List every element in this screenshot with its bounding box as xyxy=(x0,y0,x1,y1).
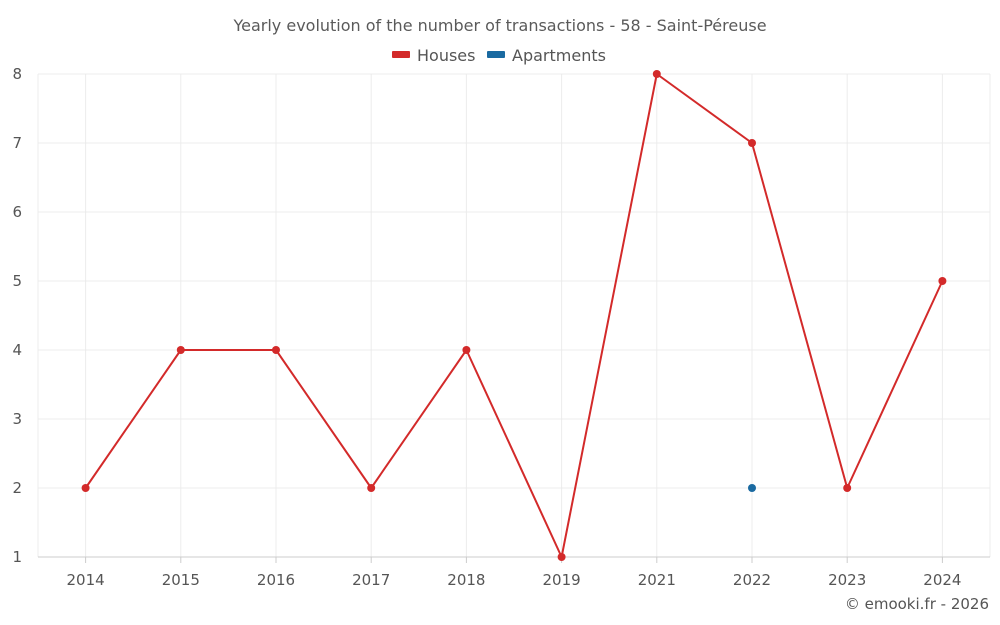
tick-labels: 1 2 3 4 5 6 7 8 2014 2015 2016 2017 2018 2019 2021 2022… xyxy=(12,65,961,589)
x-tick-label: 2019 xyxy=(543,571,581,589)
x-tick-label: 2014 xyxy=(67,571,105,589)
y-tick-label: 6 xyxy=(12,203,22,221)
data-point-houses[interactable] xyxy=(176,346,185,354)
data-point-apartments[interactable] xyxy=(748,484,756,492)
y-tick-label: 7 xyxy=(12,134,22,152)
data-point-houses[interactable] xyxy=(367,484,376,492)
chart-title: Yearly evolution of the number of transa… xyxy=(232,16,766,35)
y-tick-label: 4 xyxy=(12,341,22,359)
data-point-houses[interactable] xyxy=(938,277,947,285)
y-tick-label: 5 xyxy=(12,272,22,290)
legend-swatch-houses xyxy=(392,51,410,58)
data-point-houses[interactable] xyxy=(81,484,90,492)
legend-item-houses[interactable]: Houses xyxy=(392,46,475,65)
x-tick-label: 2021 xyxy=(638,571,676,589)
grid xyxy=(37,73,991,557)
data-point-houses[interactable] xyxy=(272,346,280,354)
x-tick-label: 2024 xyxy=(923,571,961,589)
legend-label-apartments: Apartments xyxy=(512,46,606,65)
legend-label-houses: Houses xyxy=(417,46,475,65)
data-point-houses[interactable] xyxy=(652,70,661,78)
legend: Houses Apartments xyxy=(392,46,606,65)
y-tick-label: 1 xyxy=(12,548,22,566)
data-point-houses[interactable] xyxy=(557,553,566,561)
legend-item-apartments[interactable]: Apartments xyxy=(487,46,606,65)
legend-swatch-apartments xyxy=(487,51,505,58)
x-tick-label: 2015 xyxy=(162,571,200,589)
y-tick-label: 3 xyxy=(12,410,22,428)
x-tick-label: 2022 xyxy=(733,571,771,589)
data-point-houses[interactable] xyxy=(462,346,471,354)
series-line-houses xyxy=(84,73,944,558)
data-point-houses[interactable] xyxy=(748,139,756,147)
credit-text: © emooki.fr - 2026 xyxy=(845,595,989,613)
y-tick-label: 2 xyxy=(12,479,22,497)
series xyxy=(81,70,947,561)
axes xyxy=(38,556,990,563)
y-tick-label: 8 xyxy=(12,65,22,83)
data-point-houses[interactable] xyxy=(843,484,852,492)
x-tick-label: 2017 xyxy=(352,571,390,589)
x-tick-label: 2023 xyxy=(828,571,866,589)
x-tick-label: 2018 xyxy=(447,571,485,589)
x-tick-label: 2016 xyxy=(257,571,295,589)
